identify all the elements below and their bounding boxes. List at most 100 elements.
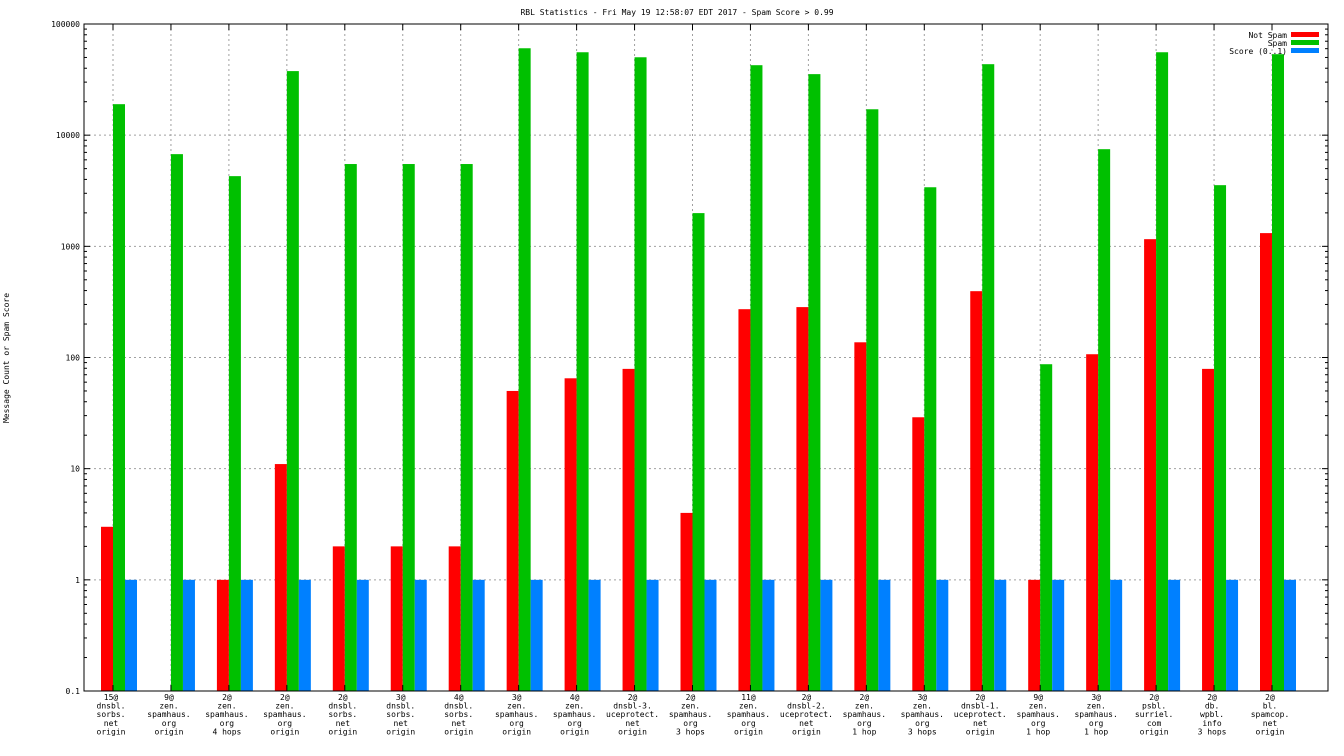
x-tick-label: org: [857, 719, 872, 728]
x-tick-label: org: [162, 719, 177, 728]
x-tick-label: 2@: [628, 693, 638, 702]
x-tick-label: dnsbl.: [97, 702, 126, 711]
bar-score: [878, 579, 891, 691]
legend-label: Spam: [1268, 39, 1287, 48]
bar-score: [1052, 579, 1065, 691]
bar-spam: [1156, 52, 1169, 691]
x-tick-label: zen.: [739, 702, 758, 711]
bar-spam: [1214, 185, 1227, 692]
x-tick-label: 9@: [1033, 693, 1043, 702]
bar-not-spam: [506, 390, 519, 691]
bar-spam: [924, 187, 937, 691]
x-tick-label: uceprotect.: [606, 710, 659, 719]
x-tick-label: 2@: [686, 693, 696, 702]
legend-swatch: [1291, 32, 1319, 37]
x-tick-label: origin: [618, 727, 647, 736]
x-tick-label: org: [278, 719, 293, 728]
bar-spam: [692, 213, 705, 691]
x-tick-label: sorbs.: [328, 710, 357, 719]
y-tick-label: 1: [75, 576, 80, 585]
x-tick-label: 4 hops: [212, 727, 241, 736]
bar-spam: [402, 164, 415, 692]
x-tick-label: wpbl.: [1200, 710, 1224, 719]
bar-spam: [286, 71, 299, 691]
x-tick-label: zen.: [1087, 702, 1106, 711]
x-tick-label: 2@: [1207, 693, 1217, 702]
x-tick-label: origin: [1256, 727, 1285, 736]
x-tick-label: net: [973, 719, 988, 728]
x-tick-label: dnsbl.: [444, 702, 473, 711]
bar-not-spam: [970, 291, 983, 691]
bar-score: [936, 579, 949, 691]
x-tick-label: com: [1147, 719, 1162, 728]
x-tick-label: net: [451, 719, 466, 728]
bar-not-spam: [448, 546, 461, 691]
x-tick-label: net: [104, 719, 119, 728]
y-tick-label: 1000: [61, 242, 80, 251]
bar-not-spam: [1086, 354, 1099, 691]
bar-not-spam: [332, 546, 345, 691]
x-tick-label: sorbs.: [444, 710, 473, 719]
x-tick-label: uceprotect.: [954, 710, 1007, 719]
x-tick-label: dnsbl.: [328, 702, 357, 711]
x-tick-label: spamhaus.: [1074, 710, 1117, 719]
bar-spam: [170, 154, 183, 691]
x-tick-label: origin: [560, 727, 589, 736]
y-tick-label: 10: [70, 465, 80, 474]
x-tick-label: org: [1031, 719, 1046, 728]
bar-score: [704, 579, 717, 691]
y-tick-label: 100000: [51, 20, 80, 29]
x-tick-label: 1 hop: [1084, 727, 1108, 736]
x-tick-label: sorbs.: [386, 710, 415, 719]
x-tick-label: spamhaus.: [843, 710, 886, 719]
bar-score: [530, 579, 543, 691]
x-tick-label: 9@: [164, 693, 174, 702]
x-tick-label: spamhaus.: [553, 710, 596, 719]
x-tick-label: dnsbl-1.: [961, 702, 1000, 711]
x-tick-label: 1 hop: [1026, 727, 1050, 736]
x-tick-label: zen.: [681, 702, 700, 711]
x-tick-label: net: [799, 719, 814, 728]
bar-not-spam: [216, 579, 229, 691]
bar-score: [994, 579, 1007, 691]
x-tick-label: zen.: [217, 702, 236, 711]
x-tick-label: sorbs.: [97, 710, 126, 719]
x-tick-label: net: [1263, 719, 1278, 728]
bar-score: [182, 579, 195, 691]
x-tick-label: zen.: [159, 702, 178, 711]
x-tick-label: 3 hops: [908, 727, 937, 736]
x-tick-label: 2@: [802, 693, 812, 702]
x-tick-label: 11@: [741, 693, 756, 702]
bar-not-spam: [912, 417, 925, 691]
bar-spam: [518, 48, 531, 691]
legend-label: Score (0..1): [1229, 47, 1287, 56]
y-tick-label: 10000: [56, 131, 80, 140]
x-tick-label: zen.: [275, 702, 294, 711]
x-tick-label: org: [220, 719, 235, 728]
x-tick-label: 3@: [396, 693, 406, 702]
bar-not-spam: [101, 526, 113, 691]
bar-not-spam: [1202, 368, 1215, 691]
x-tick-label: 3@: [1091, 693, 1101, 702]
bar-not-spam: [274, 464, 287, 691]
chart-title: RBL Statistics - Fri May 19 12:58:07 EDT…: [520, 8, 833, 17]
bar-score: [588, 579, 601, 691]
bar-score: [298, 579, 311, 691]
x-tick-label: origin: [966, 727, 995, 736]
bar-not-spam: [854, 342, 867, 691]
bar-not-spam: [796, 307, 809, 691]
x-tick-label: 4@: [454, 693, 464, 702]
x-tick-label: org: [567, 719, 582, 728]
x-tick-label: 3@: [917, 693, 927, 702]
x-tick-label: spamhaus.: [495, 710, 538, 719]
x-tick-label: 2@: [860, 693, 870, 702]
x-tick-label: 3 hops: [1198, 727, 1227, 736]
x-tick-label: 3 hops: [676, 727, 705, 736]
x-tick-label: org: [683, 719, 698, 728]
legend-swatch: [1291, 48, 1319, 53]
x-tick-label: spamhaus.: [901, 710, 944, 719]
x-tick-label: net: [625, 719, 640, 728]
bar-score: [125, 579, 137, 691]
bar-score: [472, 579, 485, 691]
